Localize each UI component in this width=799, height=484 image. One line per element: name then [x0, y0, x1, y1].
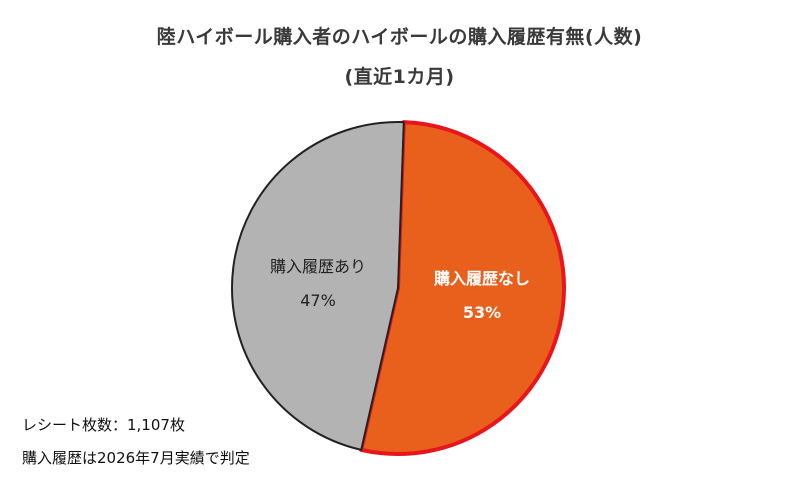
slice-value-2: 47% — [300, 291, 336, 310]
pie-slice-1 — [359, 120, 566, 456]
slice-value-1: 53% — [463, 303, 501, 322]
slice-label-2: 購入履歴あり — [270, 257, 366, 276]
receipt-count-note: レシート枚数：1,107枚 — [22, 416, 185, 434]
slice-label-1: 購入履歴なし — [433, 269, 530, 288]
pie-slice-2 — [230, 121, 405, 451]
chart-title: 陸ハイボール購入者のハイボールの購入履歴有無(人数) — [156, 26, 643, 48]
chart-subtitle: (直近1カ月) — [344, 66, 455, 88]
judgement-note: 購入履歴は2026年7月実績で判定 — [22, 449, 250, 467]
